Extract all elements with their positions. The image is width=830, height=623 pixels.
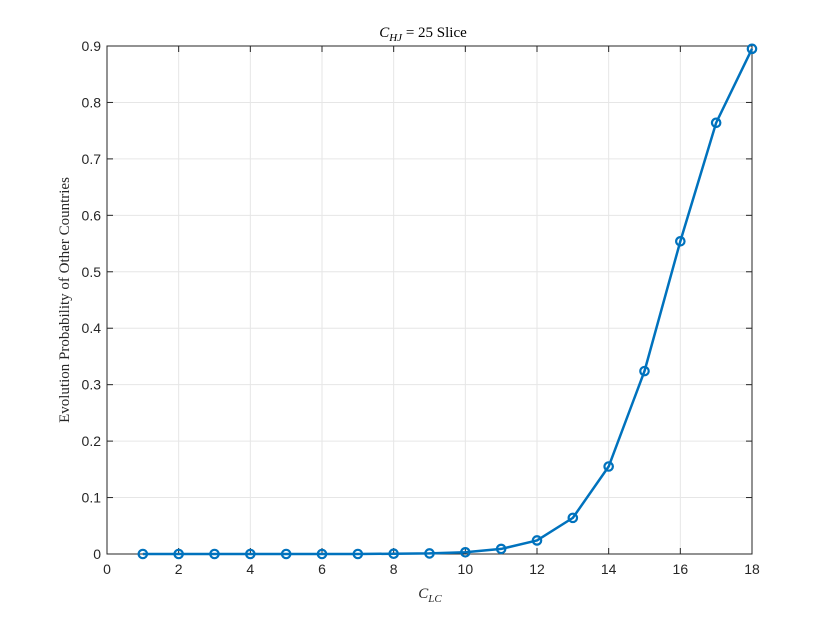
data-point-17 bbox=[746, 43, 758, 55]
data-point-0 bbox=[137, 548, 149, 560]
data-point-4 bbox=[280, 548, 292, 560]
data-point-2 bbox=[209, 548, 220, 560]
data-point-15 bbox=[675, 235, 686, 247]
series bbox=[137, 43, 758, 560]
y-tick-label-1: 0.1 bbox=[82, 490, 102, 506]
x-axis-label-subscript: LC bbox=[427, 593, 442, 605]
chart-title-main: C bbox=[379, 25, 390, 41]
y-tick-label-2: 0.2 bbox=[82, 433, 102, 449]
chart-title-subscript: HJ bbox=[388, 32, 403, 44]
chart-title: CHJ = 25 Slice bbox=[379, 25, 467, 44]
x-tick-label-6: 12 bbox=[529, 561, 545, 577]
data-point-13 bbox=[603, 461, 614, 472]
x-tick-label-9: 18 bbox=[744, 561, 760, 577]
plot-frame bbox=[106, 45, 753, 555]
y-tick-label-6: 0.6 bbox=[82, 207, 102, 223]
y-tick-label-4: 0.4 bbox=[82, 320, 102, 336]
x-tick-label-7: 14 bbox=[601, 561, 617, 577]
data-point-7 bbox=[388, 548, 399, 560]
data-point-14 bbox=[639, 365, 650, 377]
series-line-0 bbox=[142, 48, 754, 556]
data-point-11 bbox=[531, 535, 543, 546]
y-tick-label-5: 0.5 bbox=[82, 264, 102, 280]
data-point-1 bbox=[173, 548, 184, 560]
grid bbox=[106, 45, 753, 555]
x-tick-label-5: 10 bbox=[458, 561, 474, 577]
y-tick-label-8: 0.8 bbox=[82, 94, 102, 110]
y-tick-label-0: 0 bbox=[93, 546, 101, 562]
x-axis-label-main: C bbox=[418, 586, 429, 602]
y-axis-label: Evolution Probability of Other Countries bbox=[57, 177, 73, 423]
data-point-8 bbox=[424, 548, 435, 559]
y-tick-label-7: 0.7 bbox=[82, 151, 102, 167]
data-point-5 bbox=[316, 548, 328, 560]
x-tick-label-8: 16 bbox=[673, 561, 689, 577]
y-tick-label-9: 0.9 bbox=[82, 38, 102, 54]
x-tick-label-4: 8 bbox=[390, 561, 398, 577]
axes bbox=[106, 45, 753, 555]
data-point-9 bbox=[460, 547, 471, 558]
x-tick-label-3: 6 bbox=[318, 561, 326, 577]
data-point-10 bbox=[495, 543, 507, 555]
x-axis-label: CLC bbox=[418, 586, 442, 605]
data-point-3 bbox=[245, 548, 256, 560]
data-point-12 bbox=[567, 512, 579, 524]
data-point-6 bbox=[352, 548, 364, 560]
x-tick-label-2: 4 bbox=[246, 561, 254, 577]
x-tick-label-0: 0 bbox=[103, 561, 111, 577]
chart-title-rest: = 25 Slice bbox=[402, 25, 467, 41]
data-point-16 bbox=[710, 117, 722, 129]
y-tick-label-3: 0.3 bbox=[82, 377, 102, 393]
x-tick-label-1: 2 bbox=[175, 561, 183, 577]
tick-labels: 0 2 4 6 8 10 12 14 16 18 0 0.1 0.2 0.3 0.4 0.5 0.6 0.7 0.8… bbox=[82, 38, 760, 577]
